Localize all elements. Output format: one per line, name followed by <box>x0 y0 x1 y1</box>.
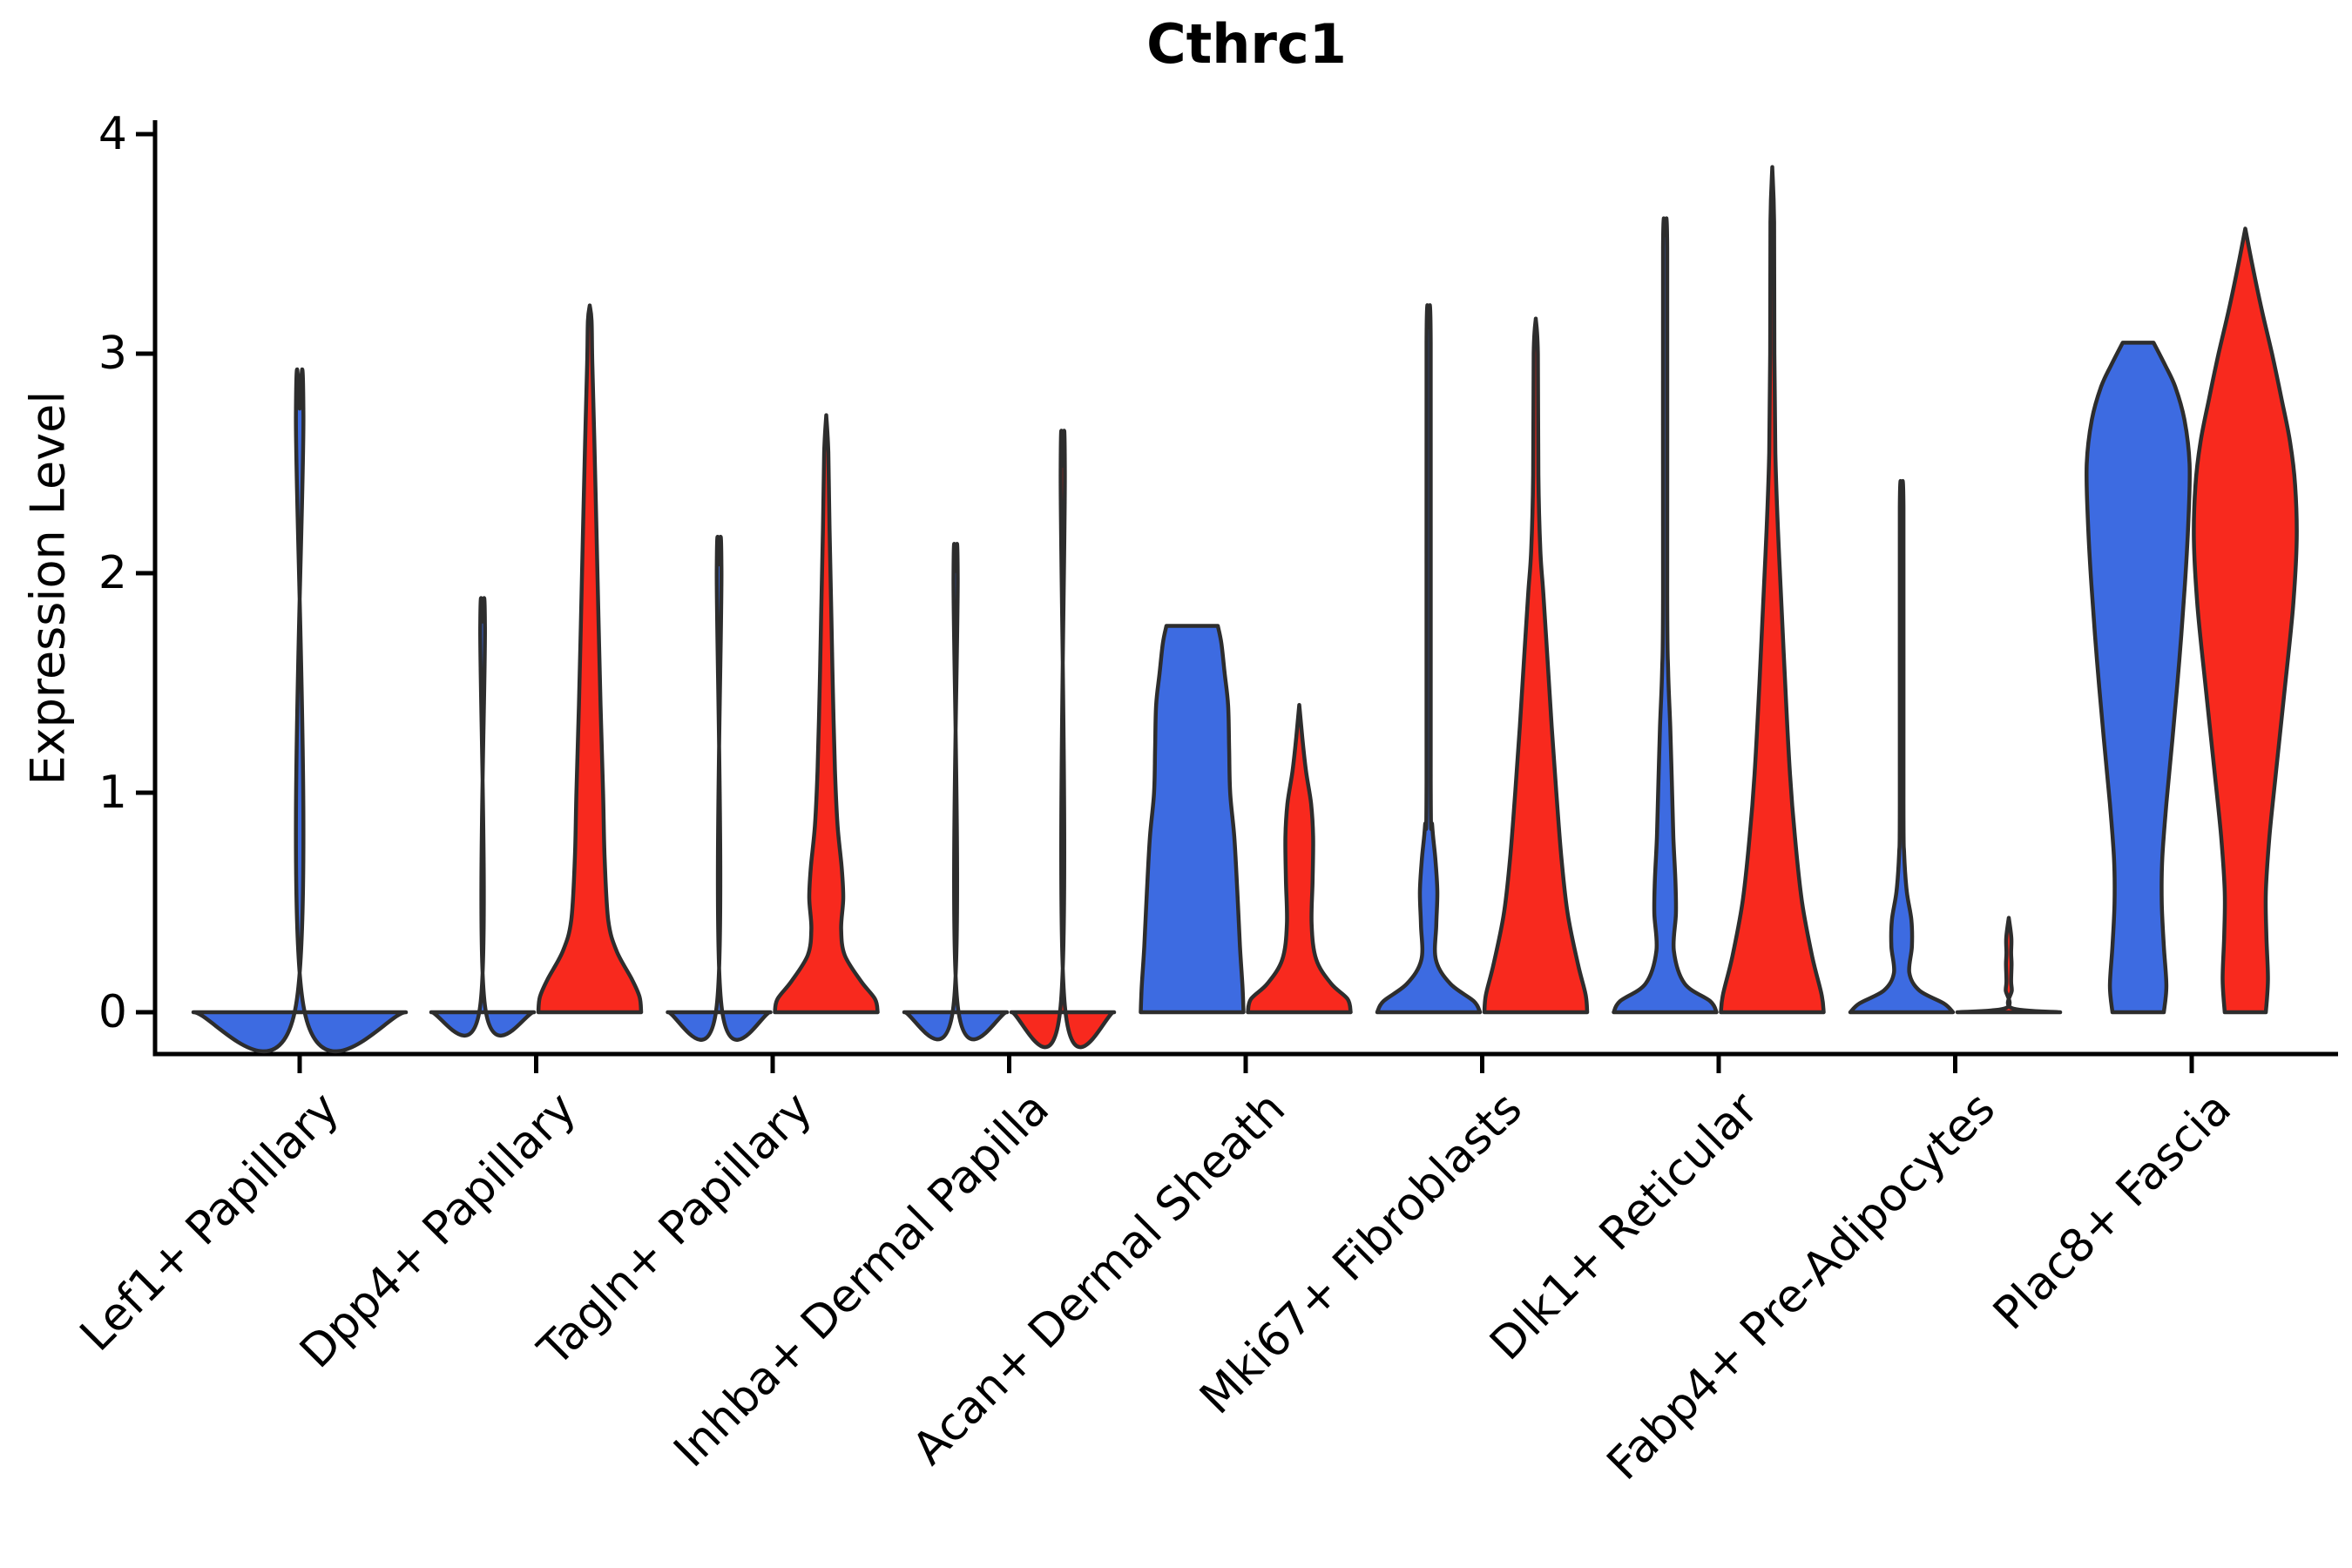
violin-lef1-papillary-single <box>191 367 409 1054</box>
y-tick-label-1: 1 <box>98 767 127 819</box>
violin-plac8-fascia-blue <box>2084 341 2193 1015</box>
violin-mki67-fibroblasts-red <box>1482 316 1590 1015</box>
violin-dpp4-papillary-blue <box>429 596 537 1037</box>
violin-dlk1-reticular-red <box>1719 165 1826 1015</box>
y-tick-label-2: 2 <box>98 547 127 599</box>
y-tick-label-4: 4 <box>98 108 127 160</box>
violin-acan-dermal-sheath-red <box>1246 702 1353 1015</box>
violin-fabp4-pre-adipocytes-blue <box>1848 479 1956 1015</box>
violin-fabp4-pre-adipocytes-red <box>1955 916 2063 1015</box>
violin-dlk1-reticular-blue <box>1612 216 1719 1015</box>
y-tick-label-0: 0 <box>98 986 127 1038</box>
violin-inhba-dermal-papilla-blue <box>902 542 1010 1042</box>
violin-inhba-dermal-papilla-red <box>1009 429 1117 1050</box>
chart-title: Cthrc1 <box>1146 12 1347 76</box>
violin-mki67-fibroblasts-blue <box>1375 303 1483 1015</box>
violin-acan-dermal-sheath-blue <box>1139 624 1246 1015</box>
violin-dpp4-papillary-red <box>536 303 644 1015</box>
y-tick-label-3: 3 <box>98 328 127 380</box>
violin-plac8-fascia-red <box>2192 226 2299 1015</box>
violin-tagln-papillary-blue <box>666 535 773 1042</box>
violin-tagln-papillary-red <box>773 413 880 1015</box>
